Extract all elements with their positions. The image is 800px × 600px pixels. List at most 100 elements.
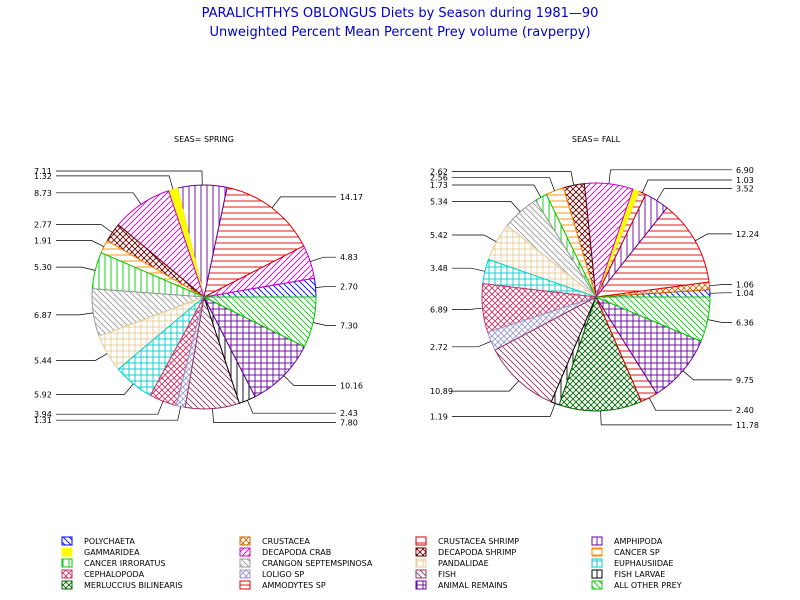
slice-label: 2.72 [430,343,448,352]
legend-label: EUPHAUSIIDAE [614,559,673,568]
slice-label: 3.94 [34,410,52,419]
pie-charts: SEAS= SPRING 2.70 4.83 14.17 7.111.32 8.73 2.7… [34,135,759,430]
leader-line [315,285,336,288]
legend-swatch [591,580,603,590]
legend-item-loligo-sp: LOLIGO SP [239,569,304,579]
pie-slice-ammodytes-sp [203,186,305,298]
chart-title: PARALICHTHYS OBLONGUS Diets by Season du… [202,6,599,21]
leader-line [247,400,336,414]
slice-label: 1.32 [34,172,52,181]
leader-line [283,375,336,386]
slice-label: 2.70 [340,282,358,291]
legend-label: CANCER SP [614,548,660,557]
slice-label: 1.04 [736,289,754,298]
legend-item-cancer-sp: CANCER SP [591,547,660,557]
pie-slice-fish [494,295,598,403]
legend-item-pandalidae: PANDALIDAE [415,558,489,568]
legend-swatch [415,536,427,546]
legend-item-polychaeta: POLYCHAETA [61,536,135,546]
slice-label: 11.78 [736,421,759,430]
slice-label: 2.62 [430,168,448,177]
leader-line [56,312,94,316]
legend-label: DECAPODA SHRIMP [438,548,516,557]
legend-label: FISH LARVAE [614,570,665,579]
leader-line [310,256,336,262]
pie-slice-animal-remains [202,295,306,398]
slice-label: 1.73 [430,181,448,190]
slice-label: 5.92 [34,391,52,400]
slice-label: 6.89 [430,306,448,315]
leader-line [682,370,732,381]
legend-item-ammodytes-sp: AMMODYTES SP [239,580,326,590]
legend-swatch [61,558,73,568]
legend-label: CANCER IRRORATUS [84,559,165,568]
leader-line [452,177,555,191]
slice-label: 1.19 [430,413,448,422]
leader-line [56,383,134,395]
legend-item-fish: FISH [415,569,456,579]
leader-line [452,184,542,198]
legend-swatch [591,536,603,546]
leader-line [452,403,556,417]
slice-label: 7.80 [340,419,358,428]
slice-label: 6.90 [736,166,754,175]
leader-line [452,380,519,392]
leader-line [608,169,732,184]
slice-label: 6.36 [736,318,754,327]
leader-line [212,408,336,423]
leader-line [656,188,732,201]
leader-line [452,234,497,243]
legend: POLYCHAETA CRUSTACEA CRUSTACEA SHRIMP AMPHI… [61,536,682,590]
slice-label: 14.17 [340,193,363,202]
slice-label: 10.16 [340,381,363,390]
leader-line [56,170,203,186]
leader-line [56,240,105,248]
legend-item-amphipoda: AMPHIPODA [591,536,663,546]
leader-line [452,171,575,186]
slice-label: 7.11 [34,167,52,176]
legend-item-animal-remains: ANIMAL REMAINS [415,580,508,590]
leader-line [452,307,483,310]
slice-label: 3.48 [430,264,448,273]
slice-label: 1.06 [736,280,754,289]
leader-line [600,410,732,426]
pie-seas-fall: SEAS= FALL1.041.0612.243.521.036.902.622… [430,135,759,430]
slice-label: 7.30 [340,322,358,331]
slice-label: 2.40 [736,406,754,415]
leader-line [707,319,732,323]
slice-label: 12.24 [736,230,759,239]
legend-swatch [239,536,251,546]
legend-swatch [239,580,251,590]
leader-line [56,192,142,205]
legend-swatch [239,558,251,568]
legend-label: GAMMARIDEA [84,548,140,557]
legend-label: ANIMAL REMAINS [438,581,508,590]
slice-label: 1.03 [736,176,754,185]
slice-label: 5.30 [34,263,52,272]
legend-item-crangon-septemspinosa: CRANGON SEPTEMSPINOSA [239,558,373,568]
slice-label: 6.87 [34,311,52,320]
legend-item-cephalopoda: CEPHALOPODA [61,569,145,579]
leader-line [695,233,732,242]
legend-swatch [415,580,427,590]
legend-swatch [239,547,251,557]
legend-label: AMMODYTES SP [262,581,326,590]
slice-label: 1.91 [34,236,52,245]
legend-label: POLYCHAETA [84,537,135,546]
slice-label: 8.73 [34,189,52,198]
leader-line [452,340,492,348]
pie-title: SEAS= FALL [572,135,621,144]
legend-label: CRANGON SEPTEMSPINOSA [262,559,373,568]
legend-swatch [61,569,73,579]
leader-line [56,266,96,271]
legend-swatch [591,569,603,579]
legend-item-merluccius-bilinearis: MERLUCCIUS BILINEARIS [61,580,183,590]
pie-seas-spring: SEAS= SPRING 2.70 4.83 14.17 7.111.32 8.73 2.7… [34,135,363,428]
slice-label: 10.89 [430,387,453,396]
legend-swatch [415,547,427,557]
slice-label: 5.34 [430,197,448,206]
legend-item-fish-larvae: FISH LARVAE [591,569,665,579]
legend-label: CEPHALOPODA [84,570,145,579]
legend-swatch [591,547,603,557]
